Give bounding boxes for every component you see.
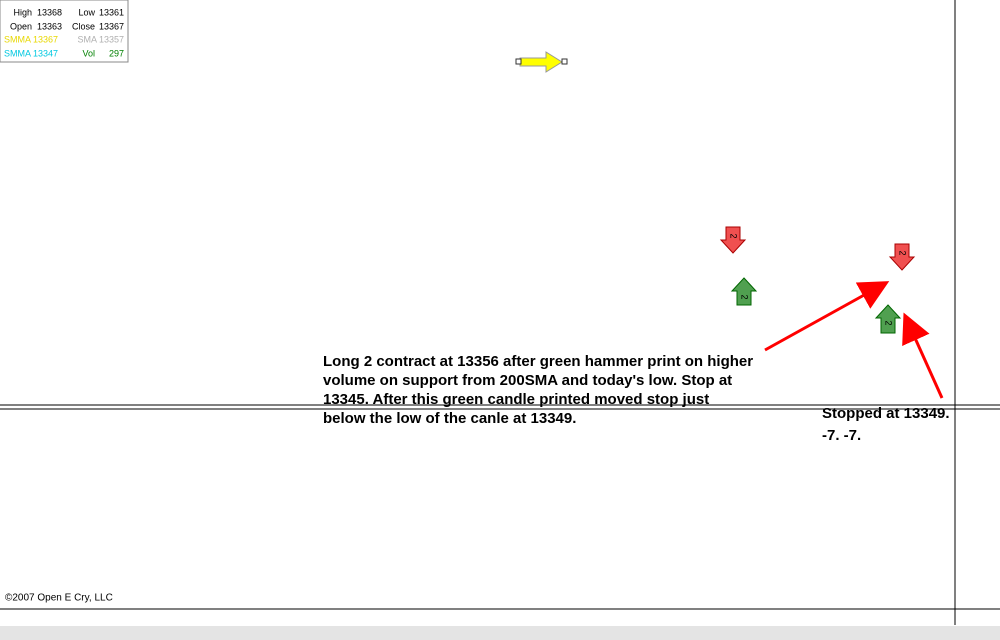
yellow-arrow <box>515 51 568 73</box>
marker-label: 2 <box>729 233 739 238</box>
sell-marker: 2 <box>888 243 916 271</box>
info-sma: SMA 13357 <box>77 34 124 44</box>
info-frame <box>0 0 129 63</box>
copyright: ©2007 Open E Cry, LLC <box>5 593 113 604</box>
sell-marker: 2 <box>719 226 747 254</box>
info-value: 297 <box>109 48 124 58</box>
info-label: Low <box>78 7 95 17</box>
info-value: 13367 <box>99 21 124 31</box>
stop-note: -7. -7. <box>822 427 861 444</box>
buy-marker: 2 <box>730 277 758 306</box>
stop-note: Stopped at 13349. <box>822 405 950 422</box>
marker-label: 2 <box>884 320 894 325</box>
info-box: High 13368 Low 13361 Open 13363 Close 13… <box>0 0 129 63</box>
info-label: Vol <box>82 48 95 58</box>
buy-marker: 2 <box>874 304 902 334</box>
info-label: High <box>13 7 32 17</box>
scroll-bar <box>0 626 1000 640</box>
info-value: 13363 <box>37 21 62 31</box>
marker-label: 2 <box>740 294 750 299</box>
info-value: 13361 <box>99 7 124 17</box>
marker-label: 2 <box>898 250 908 255</box>
annotation-text: volume on support from 200SMA and today'… <box>323 372 732 389</box>
info-label: Open <box>10 21 32 31</box>
info-smma: SMMA 13347 <box>4 48 58 58</box>
info-value: 13368 <box>37 7 62 17</box>
annotation-arrow <box>902 312 944 399</box>
annotation-text: Long 2 contract at 13356 after green ham… <box>323 353 753 370</box>
annotation-text: 13345. After this green candle printed m… <box>323 391 709 408</box>
info-label: Close <box>72 21 95 31</box>
info-smma: SMMA 13367 <box>4 34 58 44</box>
annotation-text: below the low of the canle at 13349. <box>323 410 576 427</box>
annotation-arrow <box>764 281 890 352</box>
